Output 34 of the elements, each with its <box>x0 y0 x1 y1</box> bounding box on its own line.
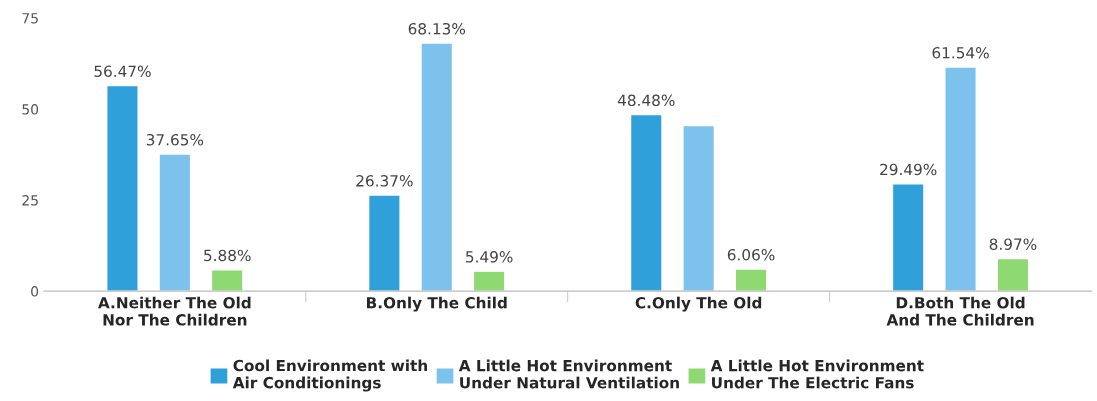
data-label: 29.49% <box>880 163 937 176</box>
data-label: 8.97% <box>989 238 1037 250</box>
legend-label: Cool Environment with Air Conditionings <box>232 359 428 392</box>
bar <box>682 124 716 292</box>
data-label: 6.06% <box>727 248 775 261</box>
bar <box>158 153 192 292</box>
bar <box>472 270 506 292</box>
bar <box>734 268 768 292</box>
data-label: 56.47% <box>94 65 151 77</box>
x-tick-label: D.Both The Old And The Children <box>886 296 1034 326</box>
y-tick-label: 25 <box>22 195 38 206</box>
data-label: 5.88% <box>204 249 251 262</box>
data-label: 5.49% <box>466 251 513 263</box>
y-tick-label: 50 <box>22 104 39 115</box>
bar <box>891 183 925 292</box>
y-tick-label: 0 <box>31 286 39 297</box>
bar <box>210 269 244 292</box>
bar <box>106 84 139 292</box>
x-tick-label: C.Only The Old <box>635 296 762 312</box>
bar <box>367 194 401 292</box>
data-label: 48.48% <box>617 94 675 107</box>
x-tick-label: A.Neither The Old Nor The Children <box>97 296 251 326</box>
bar <box>944 66 977 292</box>
y-tick-label: 75 <box>22 13 38 24</box>
bar <box>996 257 1030 292</box>
bar <box>420 42 454 292</box>
x-tick-label: B.Only The Child <box>366 296 507 312</box>
data-label: 37.65% <box>146 133 204 146</box>
data-label: 68.13% <box>408 22 466 35</box>
legend-label: A Little Hot Environment Under The Electric Fans <box>710 359 924 389</box>
bar <box>629 113 663 292</box>
legend-label: A Little Hot Environment Under Natural Ventilation <box>458 359 679 389</box>
data-label: 26.37% <box>356 175 413 187</box>
data-label: 61.54% <box>932 46 989 59</box>
